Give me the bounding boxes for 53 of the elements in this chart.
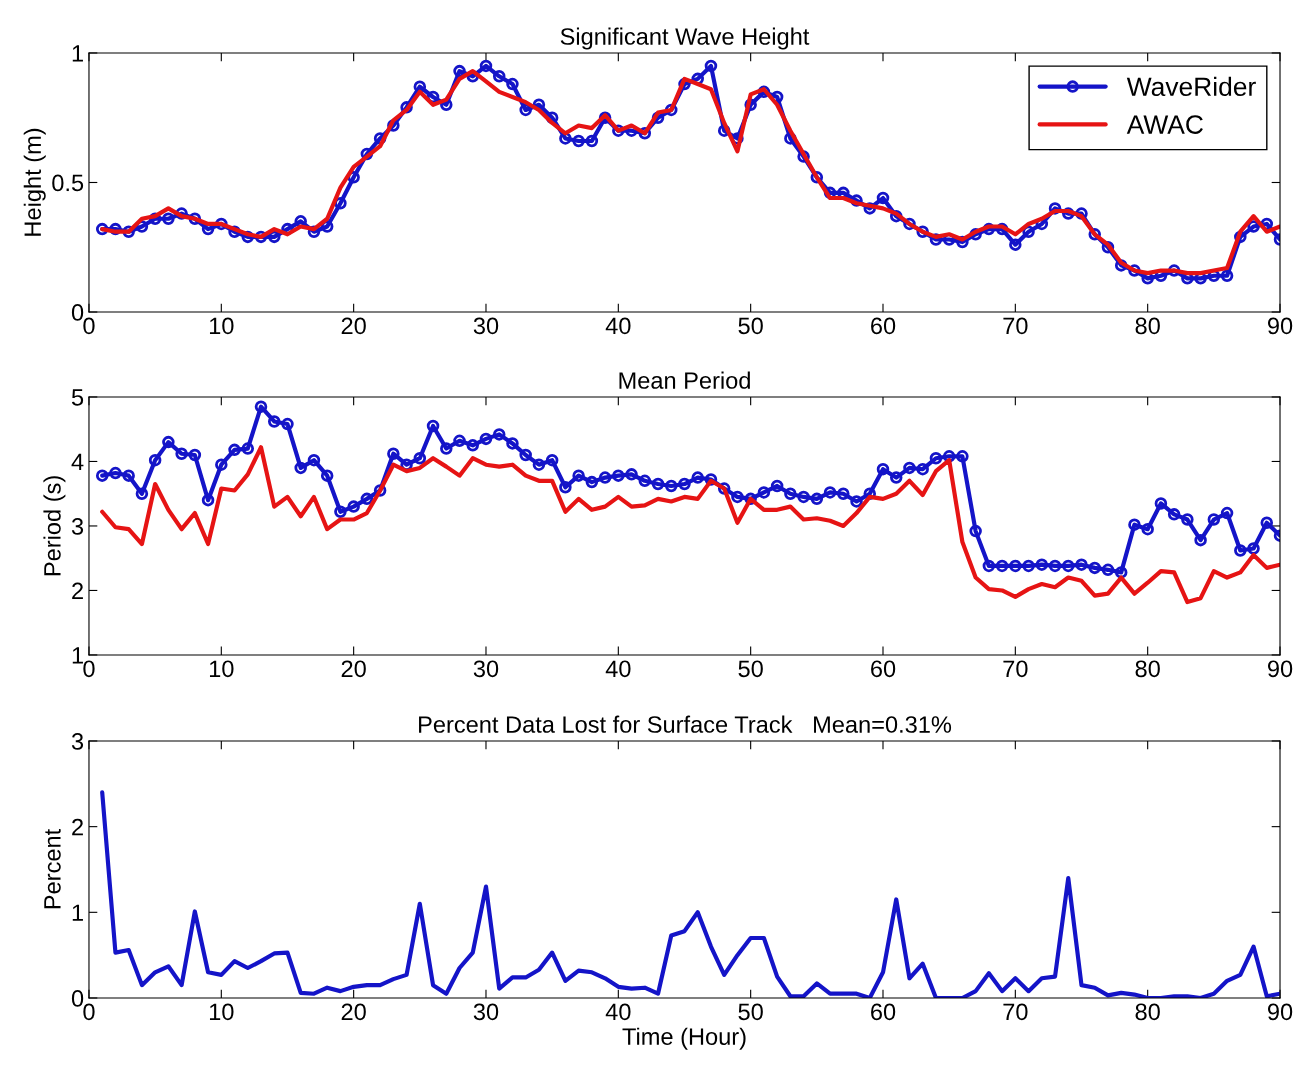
x-tick-label: 70 xyxy=(1003,317,1028,335)
x-tick-label: 50 xyxy=(738,660,763,678)
x-tick-label: 90 xyxy=(1267,660,1293,678)
y-tick-label: 0 xyxy=(71,990,84,1007)
x-tick-label: 20 xyxy=(341,317,366,335)
x-tick-label: 0 xyxy=(83,317,95,335)
chart-title: Mean Period xyxy=(619,371,750,389)
x-tick-label: 60 xyxy=(871,1003,896,1021)
legend-label: WaveRider xyxy=(1126,76,1256,97)
y-tick-label: 2 xyxy=(72,818,83,836)
line-series xyxy=(100,790,1281,998)
x-tick-label: 10 xyxy=(209,1003,234,1021)
x-tick-label: 40 xyxy=(605,1003,631,1021)
x-tick-label: 50 xyxy=(738,317,763,335)
x-tick-label: 30 xyxy=(473,660,499,678)
x-tick-label: 0 xyxy=(83,1003,95,1021)
y-tick-label: 3 xyxy=(71,733,84,750)
x-tick-label: 60 xyxy=(871,660,896,678)
x-tick-label: 40 xyxy=(605,317,631,335)
x-tick-label: 80 xyxy=(1135,1003,1160,1021)
x-tick-label: 50 xyxy=(738,1003,763,1021)
x-tick-label: 30 xyxy=(473,317,499,335)
y-tick-label: 1 xyxy=(72,647,83,664)
x-tick-label: 90 xyxy=(1267,317,1293,335)
y-tick-label: 3 xyxy=(71,518,84,535)
line-series xyxy=(100,445,1281,605)
x-tick-label: 30 xyxy=(473,1003,499,1021)
chart-title: Significant Wave Height xyxy=(560,27,810,50)
y-axis-title: Period (s) xyxy=(43,476,66,576)
x-tick-label: 20 xyxy=(341,660,366,678)
y-tick-label: 0.5 xyxy=(52,174,84,192)
legend-label: AWAC xyxy=(1126,115,1203,134)
x-tick-label: 70 xyxy=(1003,660,1028,678)
y-tick-label: 1 xyxy=(72,45,83,62)
x-tick-label: 80 xyxy=(1135,660,1160,678)
x-tick-label: 60 xyxy=(871,317,896,335)
x-tick-label: 90 xyxy=(1267,1003,1293,1021)
chart-title: Percent Data Lost for Surface Track Mean=0.31% xyxy=(419,715,952,733)
x-tick-label: 80 xyxy=(1135,317,1160,335)
x-tick-label: 20 xyxy=(341,1003,366,1021)
y-tick-label: 1 xyxy=(72,904,83,921)
y-axis-title: Percent xyxy=(44,828,61,909)
x-axis-title: Time (Hour) xyxy=(622,1027,746,1050)
y-tick-label: 5 xyxy=(71,389,84,406)
y-tick-label: 2 xyxy=(72,582,83,600)
x-tick-label: 10 xyxy=(209,660,234,678)
x-tick-label: 70 xyxy=(1003,1003,1028,1021)
x-tick-label: 10 xyxy=(209,317,234,335)
x-tick-label: 0 xyxy=(83,660,95,678)
y-tick-label: 0 xyxy=(71,304,84,321)
x-tick-label: 40 xyxy=(605,660,631,678)
y-tick-label: 4 xyxy=(71,453,84,471)
y-axis-title: Height (m) xyxy=(23,128,46,236)
